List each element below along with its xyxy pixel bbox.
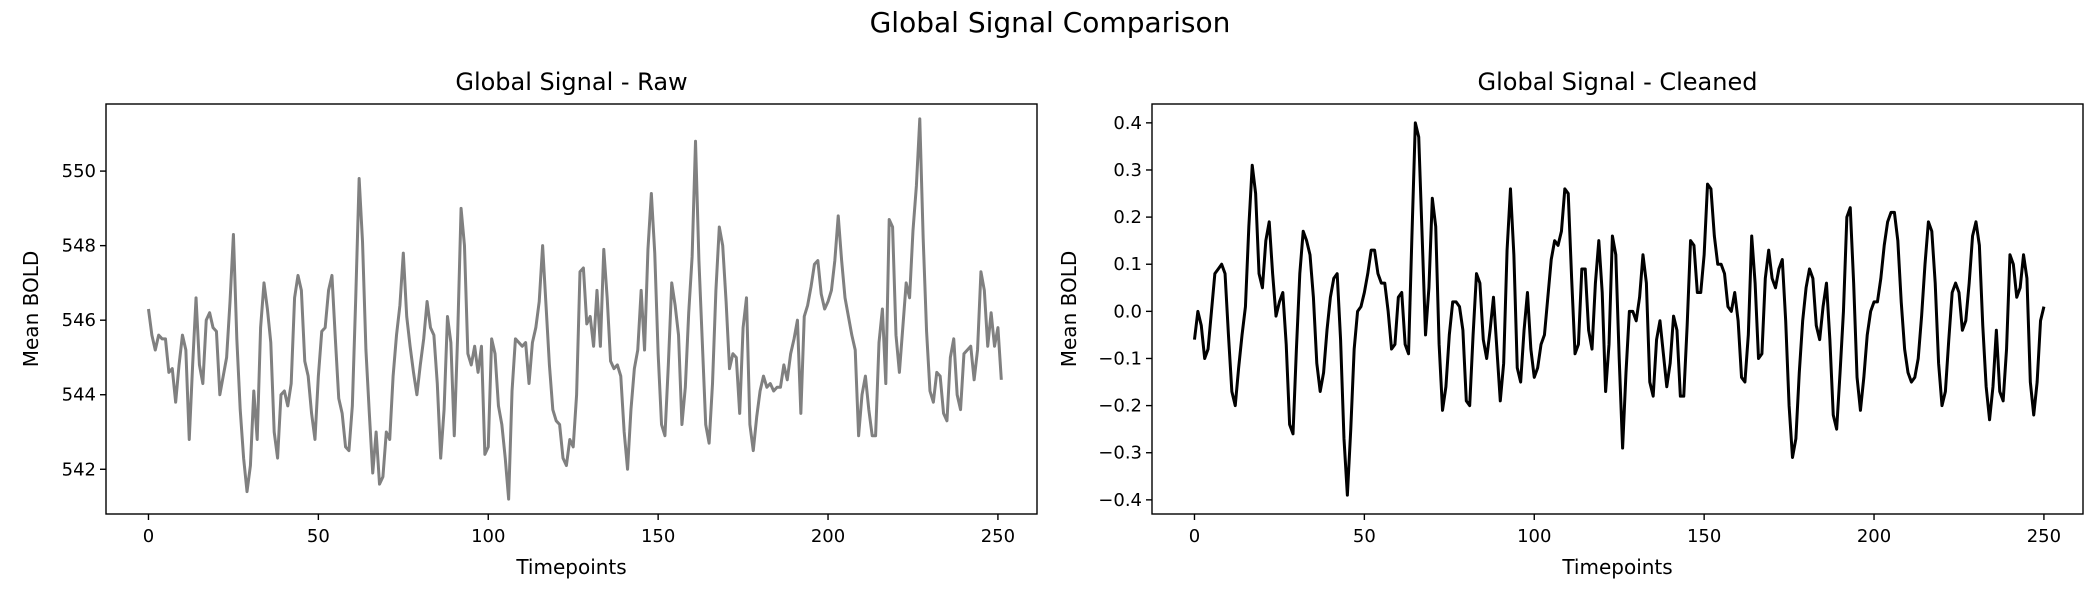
- panel-cleaned-x-tick-label: 100: [1517, 526, 1551, 547]
- panel-cleaned-plot-frame: [1151, 103, 2084, 515]
- panel-cleaned-x-tick-label: 150: [1687, 526, 1721, 547]
- panel-cleaned-y-tick-label: 0.0: [1113, 301, 1142, 322]
- panel-raw-x-tick-label: 0: [143, 526, 154, 547]
- panel-cleaned-y-tick-label: −0.2: [1098, 396, 1142, 417]
- panel-raw-y-axis: 542 544 546 548 550: [62, 161, 106, 480]
- panel-cleaned-x-tick-label: 50: [1353, 526, 1376, 547]
- panel-cleaned-x-tick-label: 250: [2027, 526, 2061, 547]
- panel-raw-x-label: Timepoints: [515, 555, 626, 579]
- panel-cleaned-x-axis: 0 50 100 150 200 250: [1189, 514, 2061, 547]
- panel-cleaned-x-label: Timepoints: [1561, 555, 1672, 579]
- panel-cleaned-y-tick-label: 0.1: [1113, 254, 1142, 275]
- panel-raw-y-tick-label: 548: [62, 236, 96, 257]
- panel-cleaned-y-tick-label: 0.4: [1113, 113, 1142, 134]
- panel-raw-plot-frame: [105, 103, 1038, 515]
- panel-cleaned-title: Global Signal - Cleaned: [1478, 68, 1758, 96]
- panel-cleaned-y-tick-label: 0.3: [1113, 160, 1142, 181]
- panel-raw-series-line: [146, 117, 1003, 501]
- panel-raw-y-label: Mean BOLD: [19, 251, 43, 368]
- panel-raw: Global Signal - Raw 0 50 100 150 200 250 5425…: [19, 68, 1038, 579]
- panel-cleaned-x-tick-label: 200: [1857, 526, 1891, 547]
- panel-cleaned: Global Signal - Cleaned 0 50 100 150 200 250 …: [1057, 68, 2084, 579]
- panel-raw-x-tick-label: 50: [307, 526, 330, 547]
- panel-cleaned-y-tick-label: −0.3: [1098, 443, 1142, 464]
- panel-cleaned-x-tick-label: 0: [1189, 526, 1200, 547]
- panel-raw-title: Global Signal - Raw: [455, 68, 687, 96]
- panel-raw-x-tick-label: 100: [471, 526, 505, 547]
- panel-raw-y-tick-label: 542: [62, 459, 96, 480]
- panel-cleaned-y-tick-label: −0.1: [1098, 348, 1142, 369]
- panel-raw-y-tick-label: 546: [62, 310, 96, 331]
- panel-raw-x-tick-label: 200: [811, 526, 845, 547]
- panel-cleaned-y-tick-label: 0.2: [1113, 207, 1142, 228]
- panel-cleaned-y-label: Mean BOLD: [1057, 251, 1081, 368]
- panel-raw-x-tick-label: 250: [981, 526, 1015, 547]
- panel-cleaned-y-tick-label: −0.4: [1098, 490, 1142, 511]
- panel-raw-x-tick-label: 150: [641, 526, 675, 547]
- panel-cleaned-series-line: [1192, 121, 2046, 497]
- panel-raw-y-tick-label: 544: [62, 385, 96, 406]
- panel-raw-y-tick-label: 550: [62, 161, 96, 182]
- panel-cleaned-y-axis: −0.4 −0.3 −0.2 −0.1 0.0 0.1 0.2 0.3 0.4: [1098, 113, 1152, 511]
- panel-raw-x-axis: 0 50 100 150 200 250: [143, 514, 1015, 547]
- figure-suptitle: Global Signal Comparison: [870, 6, 1231, 39]
